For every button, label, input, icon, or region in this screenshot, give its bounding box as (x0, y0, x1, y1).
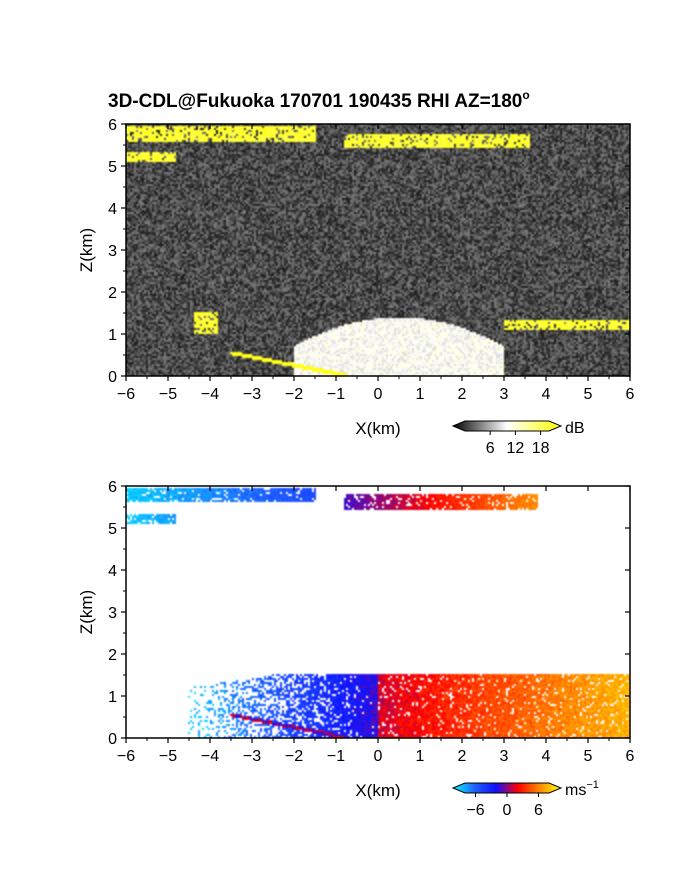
colorbar-tick-label: 12 (507, 440, 525, 457)
colorbar-tick-label: −6 (466, 802, 484, 819)
colorbar-ramp (451, 420, 563, 432)
x-tick-label: 5 (584, 386, 593, 403)
colorbar-unit: ms−1 (565, 779, 599, 799)
y-tick-label: 2 (108, 647, 117, 664)
velocity-panel: −6 −5 −4 −3 −2 −1 0 1 2 3 4 5 6 0 1 2 3 4 5 6 X(km) Z(km) −… (77, 479, 635, 819)
velocity-x-axis-label: X(km) (355, 781, 400, 800)
x-tick-label: −2 (285, 748, 303, 765)
y-tick-label: 2 (108, 285, 117, 302)
x-tick-label: 6 (626, 748, 635, 765)
x-tick-label: 4 (542, 386, 551, 403)
snr-y-axis-label: Z(km) (77, 228, 96, 272)
colorbar-ramp (451, 782, 563, 794)
x-tick-label: −6 (117, 386, 135, 403)
y-tick-label: 4 (108, 563, 117, 580)
x-tick-label: 2 (458, 748, 467, 765)
x-tick-label: 3 (500, 386, 509, 403)
y-tick-label: 3 (108, 243, 117, 260)
snr-heatmap (126, 124, 630, 376)
y-tick-label: 3 (108, 605, 117, 622)
velocity-axes: −6 −5 −4 −3 −2 −1 0 1 2 3 4 5 6 0 1 2 3 4 5 6 (108, 479, 634, 765)
x-tick-label: 5 (584, 748, 593, 765)
x-tick-label: −3 (243, 386, 261, 403)
x-tick-label: −5 (159, 386, 177, 403)
y-tick-label: 6 (108, 117, 117, 134)
colorbar-tick-label: 6 (486, 440, 495, 457)
y-tick-label: 4 (108, 201, 117, 218)
velocity-y-axis-label: Z(km) (77, 590, 96, 634)
x-tick-label: 6 (626, 386, 635, 403)
colorbar-tick-label: 18 (532, 440, 550, 457)
colorbar-unit: dB (565, 420, 585, 437)
x-tick-label: −6 (117, 748, 135, 765)
x-tick-label: 0 (374, 386, 383, 403)
x-tick-label: 2 (458, 386, 467, 403)
x-tick-label: −1 (327, 386, 345, 403)
colorbar-tick-label: 0 (503, 802, 512, 819)
x-tick-label: 0 (374, 748, 383, 765)
y-tick-label: 0 (108, 731, 117, 748)
x-tick-label: −1 (327, 748, 345, 765)
x-tick-label: 1 (416, 748, 425, 765)
x-tick-label: −5 (159, 748, 177, 765)
x-tick-label: −4 (201, 386, 219, 403)
y-tick-label: 0 (108, 369, 117, 386)
y-tick-label: 6 (108, 479, 117, 496)
x-tick-label: −3 (243, 748, 261, 765)
x-tick-label: −4 (201, 748, 219, 765)
y-tick-label: 5 (108, 159, 117, 176)
x-tick-label: 4 (542, 748, 551, 765)
title-degree: o (522, 88, 529, 102)
velocity-colorbar: −6 0 6 ms−1 (451, 779, 599, 819)
colorbar-tick-label: 6 (534, 802, 543, 819)
y-tick-label: 1 (108, 327, 117, 344)
x-tick-label: 3 (500, 748, 509, 765)
snr-x-axis-label: X(km) (355, 419, 400, 438)
y-tick-label: 5 (108, 521, 117, 538)
x-tick-label: −2 (285, 386, 303, 403)
colorbar-unit-exponent: −1 (586, 779, 599, 791)
x-tick-label: 1 (416, 386, 425, 403)
snr-colorbar: 6 12 18 dB (451, 420, 585, 457)
y-tick-label: 1 (108, 689, 117, 706)
snr-axes: −6 −5 −4 −3 −2 −1 0 1 2 3 4 5 6 0 1 2 3 4 5 6 (108, 117, 634, 403)
velocity-heatmap (126, 486, 630, 738)
figure-title: 3D-CDL@Fukuoka 170701 190435 RHI AZ=180o (108, 88, 530, 112)
